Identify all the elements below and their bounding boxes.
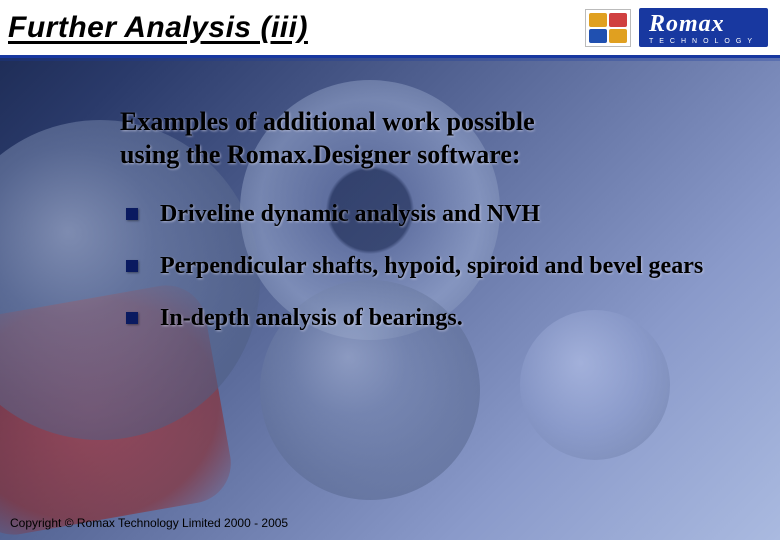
logo-icon [585,9,631,47]
intro-text: Examples of additional work possible usi… [120,106,720,171]
list-item: Perpendicular shafts, hypoid, spiroid an… [126,251,720,281]
logo-text: Romax TECHNOLOGY [639,8,768,47]
header-bar: Further Analysis (iii) Romax TECHNOLOGY [0,0,780,58]
brand-logo: Romax TECHNOLOGY [585,8,768,47]
list-item: In-depth analysis of bearings. [126,303,720,333]
slide: Further Analysis (iii) Romax TECHNOLOGY … [0,0,780,540]
slide-title: Further Analysis (iii) [8,11,308,45]
intro-line: using the Romax.Designer software: [120,140,521,169]
intro-line: Examples of additional work possible [120,107,535,136]
logo-subtitle: TECHNOLOGY [649,38,758,45]
copyright-footer: Copyright © Romax Technology Limited 200… [10,516,288,530]
content-area: Examples of additional work possible usi… [0,58,780,333]
logo-brand: Romax [649,12,758,36]
list-item: Driveline dynamic analysis and NVH [126,199,720,229]
bullet-list: Driveline dynamic analysis and NVH Perpe… [120,199,720,333]
